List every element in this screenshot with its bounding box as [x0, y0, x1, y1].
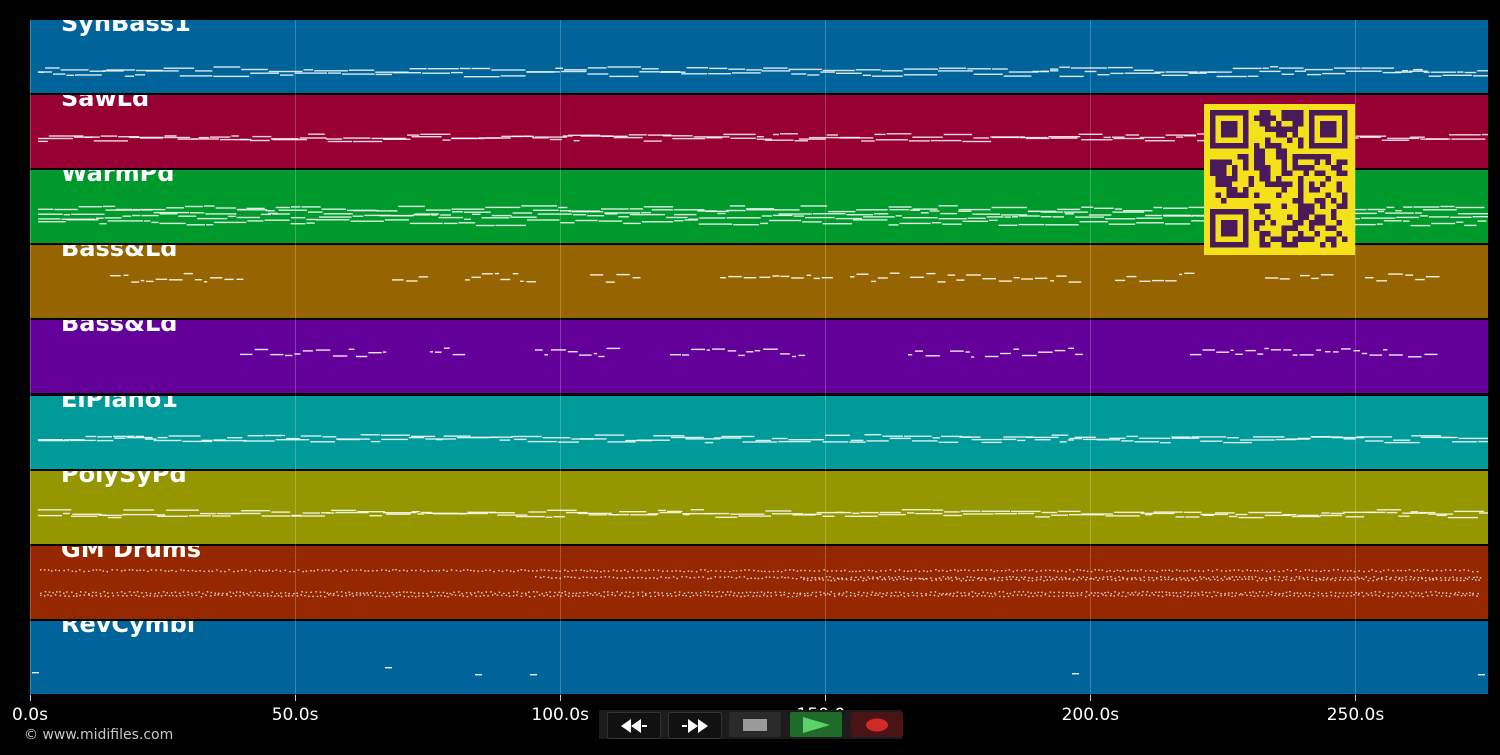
axis-tick: [825, 695, 827, 701]
time-label: 0.0s: [12, 705, 48, 725]
note-lane: [110, 272, 1440, 284]
grid-line: [1355, 20, 1357, 695]
record-button[interactable]: [851, 712, 903, 737]
note-lane: [38, 433, 1488, 443]
time-label: 250.0s: [1326, 705, 1385, 725]
note-lane: [38, 508, 1488, 518]
track-lane-polysypd[interactable]: PolySyPd: [30, 470, 1488, 544]
rewind-icon: [621, 718, 647, 733]
grid-line: [295, 20, 297, 695]
grid-line: [560, 20, 562, 695]
track-name: WarmPd: [61, 170, 175, 188]
grid-line: [1090, 20, 1092, 695]
track-name: RevCymbl: [61, 620, 196, 638]
note-lane: [40, 568, 1482, 598]
track-name: GM Drums: [61, 545, 202, 563]
time-label: 50.0s: [271, 705, 319, 725]
note-lane: [38, 66, 1488, 78]
axis-tick: [1355, 695, 1357, 701]
track-name: SynBass1: [61, 20, 191, 37]
track-lane-elpiano1[interactable]: ElPiano1: [30, 395, 1488, 469]
track-lane-bass-ld-2[interactable]: Bass&Ld: [30, 320, 1488, 394]
time-label: 200.0s: [1061, 705, 1120, 725]
note-lane: [32, 666, 1485, 676]
rewind-button[interactable]: [607, 712, 661, 739]
note-lane: [38, 133, 1488, 143]
track-lane-synbass1[interactable]: SynBass1: [30, 20, 1488, 93]
qr-code-graphic: [1210, 110, 1348, 248]
grid-line: [30, 20, 31, 695]
stop-button[interactable]: [729, 712, 781, 737]
qr-code: [1204, 104, 1355, 255]
play-button[interactable]: [790, 712, 842, 737]
track-name: SawLd: [61, 95, 150, 113]
grid-line: [825, 20, 827, 695]
track-name: PolySyPd: [61, 470, 187, 488]
axis-tick: [295, 695, 297, 701]
track-name: Bass&Ld: [61, 320, 178, 338]
stop-icon: [743, 718, 767, 731]
fast-forward-button[interactable]: [668, 712, 722, 739]
axis-tick: [30, 695, 31, 701]
track-lane-gm-drums[interactable]: GM Drums: [30, 545, 1488, 619]
copyright-text: © www.midifiles.com: [24, 727, 174, 743]
track-lane-bass-ld-1[interactable]: Bass&Ld: [30, 245, 1488, 319]
note-lane: [240, 347, 1438, 359]
transport-controls: [599, 710, 903, 739]
play-icon: [803, 716, 830, 733]
track-lane-revcymbl[interactable]: RevCymbl: [30, 620, 1488, 694]
track-name: ElPiano1: [61, 395, 178, 413]
axis-tick: [1090, 695, 1092, 701]
fast-forward-icon: [682, 718, 708, 733]
record-icon: [866, 718, 888, 731]
track-name: Bass&Ld: [61, 245, 178, 263]
axis-tick: [560, 695, 562, 701]
time-label: 100.0s: [531, 705, 589, 725]
